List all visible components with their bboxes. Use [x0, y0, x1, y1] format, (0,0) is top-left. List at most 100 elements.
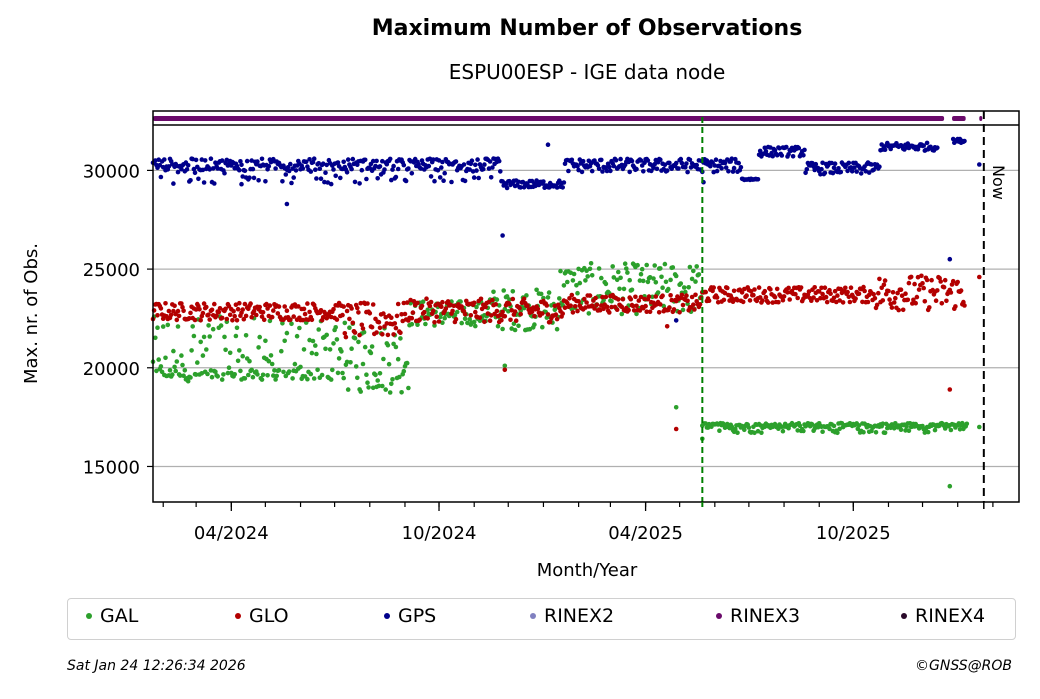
point-glo	[216, 309, 222, 315]
point-gps	[441, 178, 446, 183]
point-gal	[238, 368, 243, 374]
point-glo	[619, 304, 625, 310]
point-glo	[846, 294, 852, 300]
point-gal	[932, 427, 938, 433]
point-gal	[571, 271, 577, 277]
point-gps	[310, 159, 316, 165]
point-glo	[823, 294, 829, 300]
point-gps	[713, 157, 719, 162]
point-gps	[476, 175, 482, 181]
point-gal	[577, 280, 583, 286]
point-glo	[358, 300, 364, 306]
point-glo	[871, 292, 876, 297]
point-glo	[819, 285, 824, 291]
point-gps	[370, 158, 376, 164]
point-glo	[795, 295, 800, 301]
point-gal	[280, 321, 285, 326]
point-gps	[921, 143, 926, 148]
point-gal	[432, 323, 437, 328]
point-gal	[158, 364, 164, 369]
point-glo	[347, 316, 352, 322]
point-glo	[223, 306, 228, 312]
point-glo	[762, 288, 768, 294]
point-glo	[787, 297, 792, 302]
point-gps	[442, 170, 448, 176]
point-glo	[860, 299, 865, 305]
point-glo	[206, 312, 211, 318]
point-gal	[586, 311, 592, 316]
point-glo	[569, 292, 575, 298]
point-glo	[369, 324, 375, 330]
point-gal	[237, 348, 242, 353]
point-gps	[210, 166, 216, 171]
point-glo	[798, 285, 804, 290]
point-glo	[818, 295, 823, 301]
point-gal	[401, 368, 407, 374]
point-glo	[357, 332, 362, 338]
point-gal	[752, 430, 757, 436]
point-glo	[201, 301, 207, 306]
point-gal	[861, 429, 866, 435]
point-gps	[770, 153, 775, 159]
point-gps	[877, 164, 882, 169]
point-gps	[288, 161, 293, 167]
point-glo	[739, 290, 745, 295]
point-gps	[453, 159, 459, 164]
point-gal	[298, 364, 303, 370]
point-gal	[504, 294, 510, 299]
point-gal	[827, 426, 832, 432]
point-gal	[373, 372, 378, 378]
point-gal	[349, 346, 354, 352]
point-gal	[352, 335, 358, 341]
point-gps	[849, 169, 855, 174]
point-gal	[596, 266, 602, 271]
point-gal	[474, 304, 479, 310]
point-gal	[243, 333, 249, 338]
point-gps	[303, 159, 309, 165]
point-glo	[230, 318, 235, 323]
point-gal	[174, 359, 180, 364]
point-gps	[345, 157, 351, 162]
point-gps	[307, 157, 312, 162]
point-gal	[190, 324, 195, 329]
point-gps	[435, 168, 441, 173]
point-gps	[784, 144, 789, 150]
plot-border	[152, 110, 1020, 503]
point-gal	[376, 383, 382, 389]
point-gal	[554, 326, 560, 332]
point-glo	[822, 285, 828, 291]
point-gal	[160, 324, 166, 329]
point-gal	[171, 348, 176, 354]
point-glo	[603, 294, 609, 300]
point-gps	[283, 172, 289, 177]
point-gps	[779, 153, 785, 158]
point-gps	[212, 181, 217, 186]
x-axis-label: Month/Year	[537, 560, 638, 581]
point-glo	[748, 289, 754, 294]
point-gps	[611, 163, 617, 169]
point-glo	[631, 308, 637, 313]
point-glo	[664, 324, 670, 329]
point-glo	[231, 309, 236, 314]
point-glo	[752, 287, 757, 292]
point-gal	[512, 327, 518, 333]
point-glo	[560, 311, 565, 316]
point-gal	[201, 334, 207, 340]
point-gps	[831, 165, 837, 171]
point-glo	[604, 304, 610, 310]
point-gps	[694, 162, 699, 168]
point-gps	[158, 174, 164, 180]
point-glo	[478, 296, 484, 302]
point-glo	[242, 301, 248, 307]
point-gps	[393, 174, 399, 180]
point-gps	[462, 178, 468, 184]
point-gps	[652, 161, 657, 167]
point-glo	[820, 291, 825, 297]
point-glo	[898, 287, 904, 293]
point-gal	[666, 286, 671, 292]
y-tick-label: 25000	[83, 260, 140, 281]
point-gal	[205, 371, 210, 377]
point-gps	[596, 166, 602, 172]
point-glo	[721, 297, 727, 303]
point-glo	[377, 325, 383, 331]
